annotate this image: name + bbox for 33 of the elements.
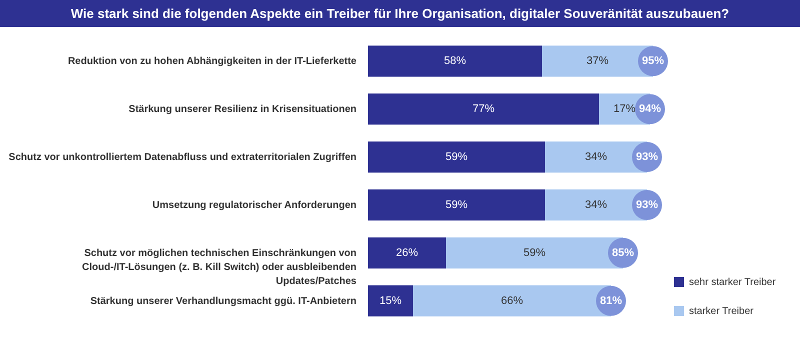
data-label: 34% xyxy=(584,151,608,164)
bar xyxy=(368,237,446,268)
total-label: 93% xyxy=(636,198,658,211)
data-label: 59% xyxy=(445,198,468,211)
y-tick-label: Schutz vor unkontrolliertem Datenabfluss und extraterritorialen Zugriffen xyxy=(8,152,356,164)
data-label: 15% xyxy=(379,294,402,307)
data-label: 17% xyxy=(613,103,636,116)
data-label: 59% xyxy=(523,246,546,259)
bar xyxy=(368,189,545,221)
data-label: 66% xyxy=(500,294,524,307)
total-label: 95% xyxy=(642,55,664,68)
data-label: 37% xyxy=(586,55,609,68)
data-label: 77% xyxy=(472,103,495,116)
total-label: 85% xyxy=(612,246,634,259)
data-label: 34% xyxy=(584,198,608,211)
y-tick-label: Reduktion von zu hohen Abhängigkeiten in der IT-Lieferkette xyxy=(68,56,357,68)
data-label: 59% xyxy=(445,151,468,164)
y-tick-label: Stärkung unserer Verhandlungsmacht ggü. IT-Anbietern xyxy=(90,296,356,307)
legend-label: starker Treiber xyxy=(689,306,754,317)
data-label: 58% xyxy=(444,55,466,68)
y-tick-label: Schutz vor möglichen technischen Einschränkungen von Cloud-/IT-Lösungen (z. B. Kill Switch) oder ausbleibenden Updates/Patches xyxy=(82,248,357,287)
total-label: 81% xyxy=(600,294,622,307)
bar xyxy=(368,285,413,316)
total-label: 94% xyxy=(638,103,662,116)
chart-title: Wie stark sind die folgenden Aspekte ein Treiber für Ihre Organisation, digitaler Souveränität auszubauen? xyxy=(0,0,800,27)
bar xyxy=(368,94,599,125)
total-label: 93% xyxy=(636,151,658,164)
bar xyxy=(368,141,545,173)
legend-label: sehr starker Treiber xyxy=(689,277,776,288)
y-tick-label: Umsetzung regulatorischer Anforderungen xyxy=(152,200,356,211)
y-tick-label: Stärkung unserer Resilienz in Krisensituationen xyxy=(128,104,356,116)
bar xyxy=(368,46,542,77)
data-label: 26% xyxy=(396,246,418,259)
